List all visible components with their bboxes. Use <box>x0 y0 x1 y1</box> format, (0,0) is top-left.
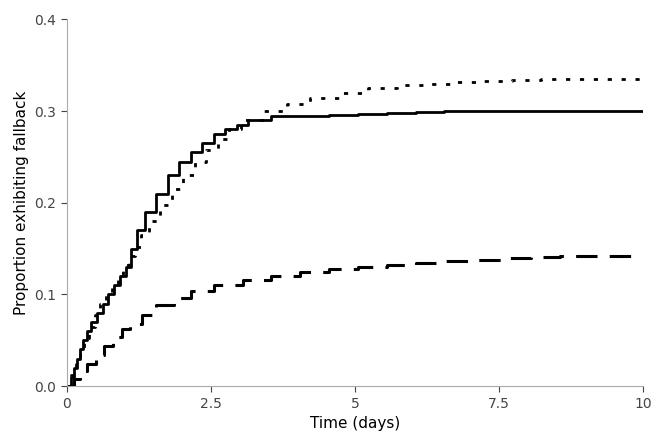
Y-axis label: Proportion exhibiting fallback: Proportion exhibiting fallback <box>14 91 29 315</box>
X-axis label: Time (days): Time (days) <box>310 416 400 431</box>
